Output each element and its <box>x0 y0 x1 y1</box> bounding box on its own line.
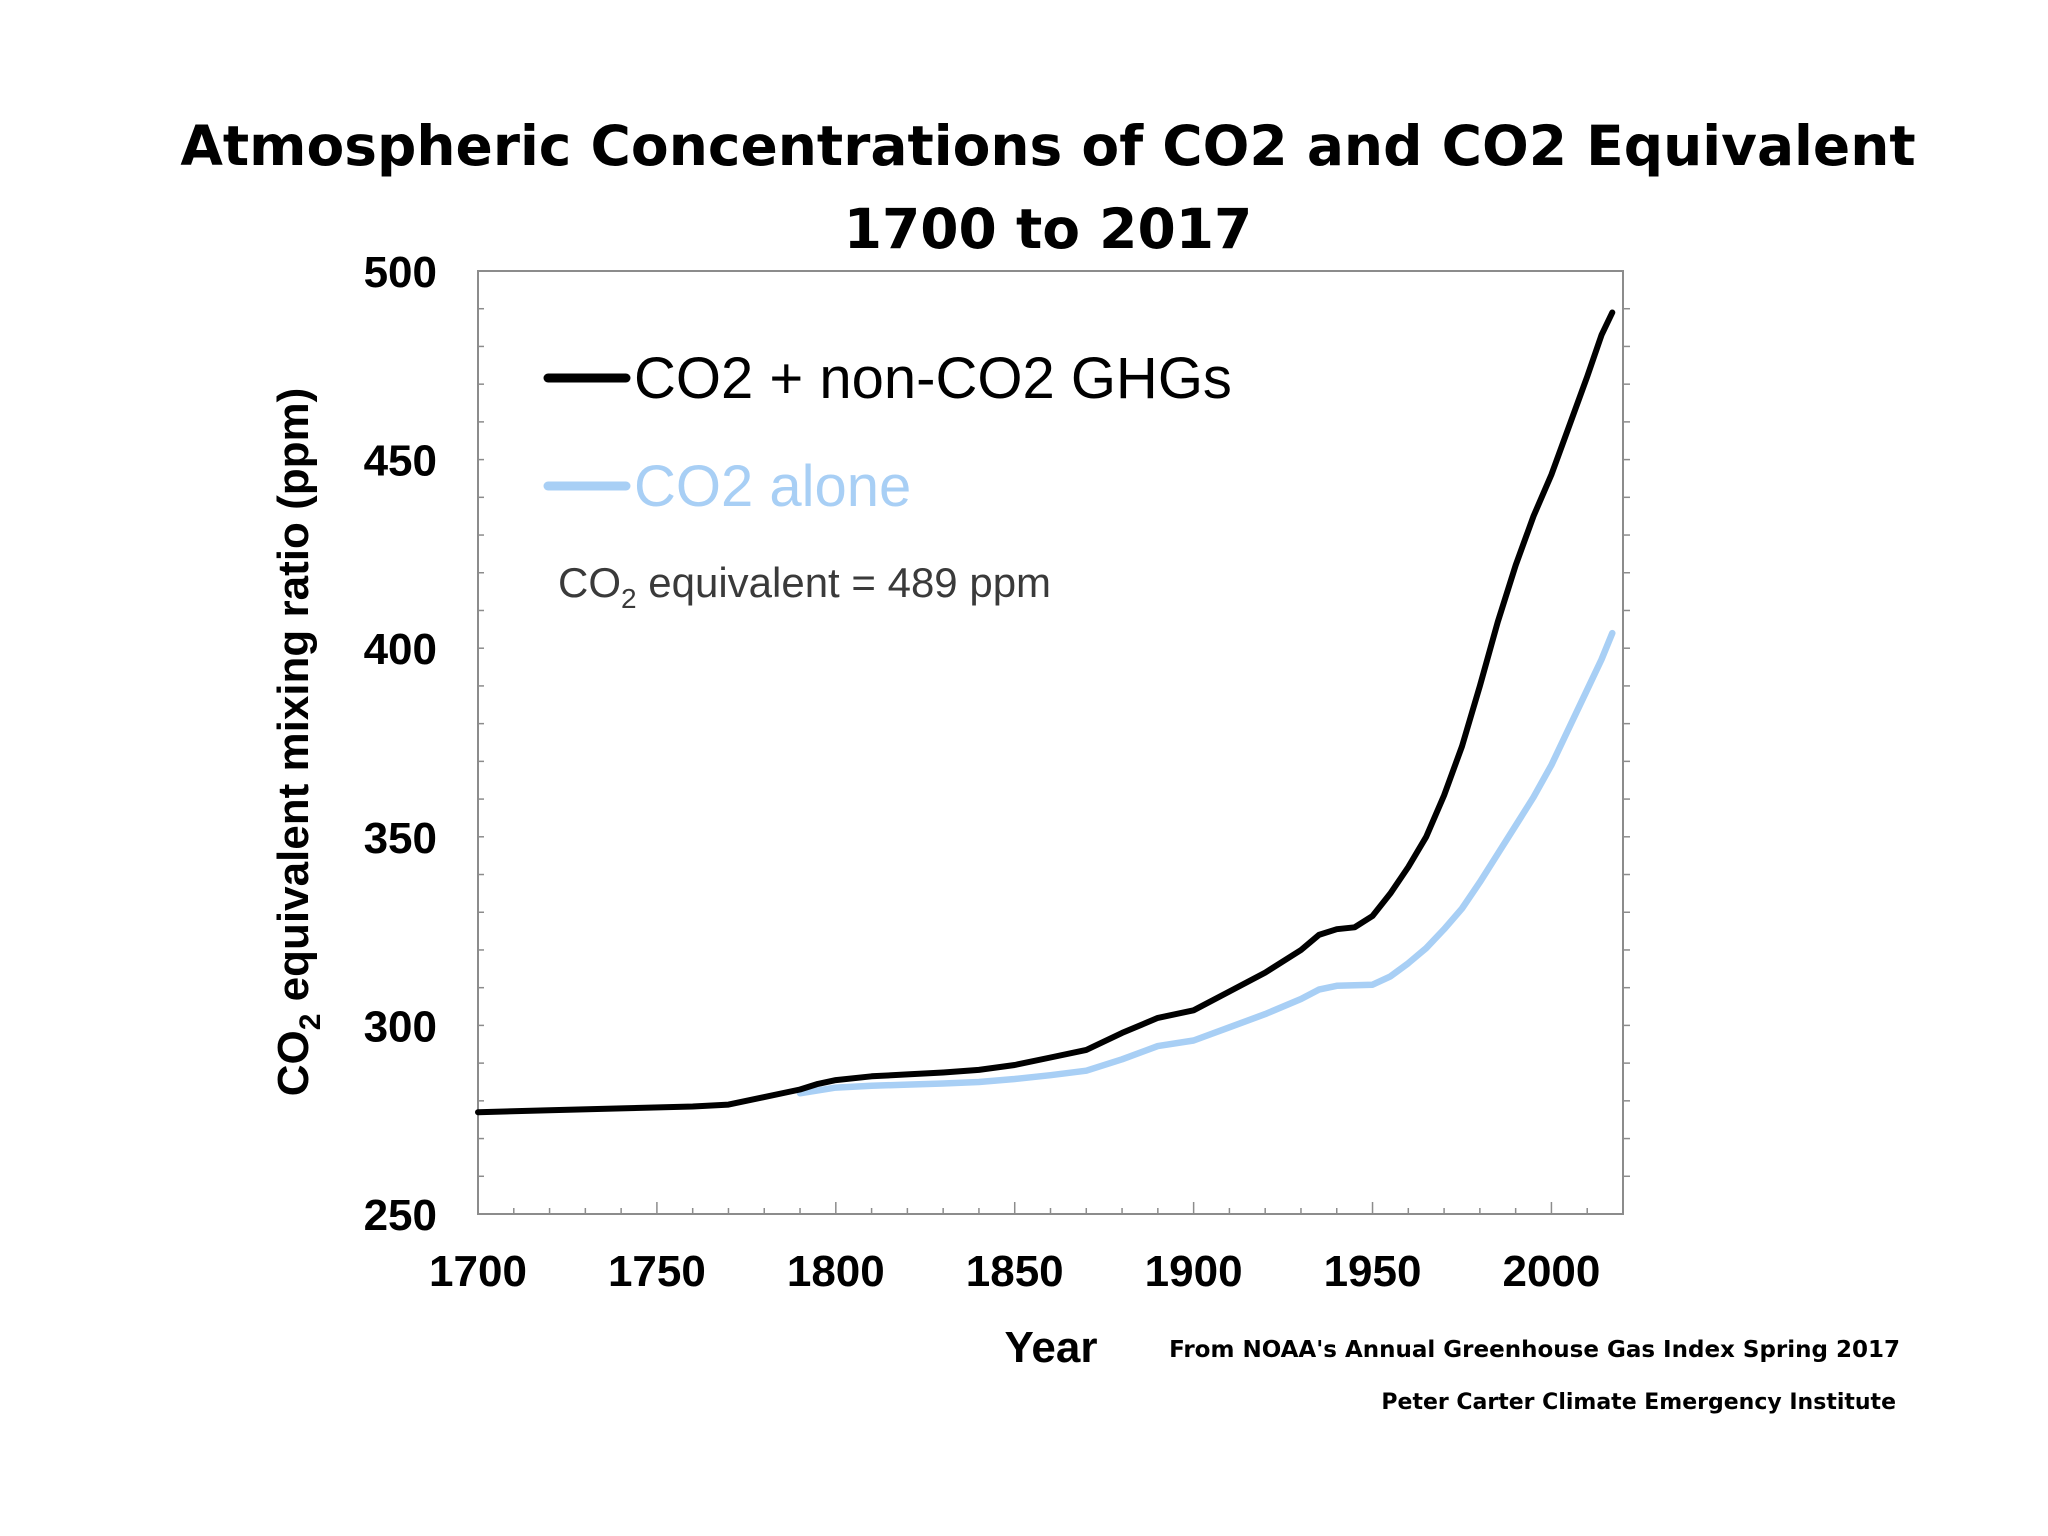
series-line-co2-alone <box>796 629 1616 1097</box>
y-axis-title: CO2 equivalent mixing ratio (ppm) <box>269 388 327 1097</box>
series-line-co2-ghgs <box>475 309 1616 1116</box>
plot-frame <box>477 270 1624 1215</box>
x-tick-label: 1850 <box>966 1247 1064 1296</box>
x-tick-labels: 1700 1750 1800 1850 1900 1950 2000 <box>429 1247 1600 1296</box>
x-tick-label: 1750 <box>608 1247 706 1296</box>
annotation-subscript: 2 <box>621 583 637 614</box>
x-tick-label: 2000 <box>1502 1247 1600 1296</box>
y-tick-label: 500 <box>364 248 437 297</box>
co2-equivalent-annotation: CO2 equivalent = 489 ppm <box>558 559 1051 614</box>
credit-note: Peter Carter Climate Emergency Institute <box>1381 1390 1896 1415</box>
y-tick-label: 450 <box>364 437 437 486</box>
series-layer <box>475 309 1616 1116</box>
source-note: From NOAA's Annual Greenhouse Gas Index … <box>1169 1337 1900 1363</box>
chart-title-line2: 1700 to 2017 <box>844 197 1253 261</box>
y-tick-label: 350 <box>364 814 437 863</box>
legend: CO2 + non-CO2 GHGs CO2 alone <box>543 346 1232 519</box>
y-tick-label: 250 <box>364 1191 437 1240</box>
y-tick-labels: 250 300 350 400 450 500 <box>364 248 437 1240</box>
y-axis-title-subscript: 2 <box>294 1014 327 1031</box>
y-tick-label: 300 <box>364 1002 437 1051</box>
y-tick-label: 400 <box>364 625 437 674</box>
x-axis-title: Year <box>1005 1323 1098 1372</box>
legend-label-co2-alone: CO2 alone <box>634 454 911 519</box>
x-tick-label: 1800 <box>787 1247 885 1296</box>
chart-title-line1: Atmospheric Concentrations of CO2 and CO… <box>180 114 1915 178</box>
x-tick-label: 1950 <box>1324 1247 1422 1296</box>
x-tick-label: 1900 <box>1145 1247 1243 1296</box>
legend-label-co2-ghgs: CO2 + non-CO2 GHGs <box>634 346 1232 411</box>
x-tick-label: 1700 <box>429 1247 527 1296</box>
